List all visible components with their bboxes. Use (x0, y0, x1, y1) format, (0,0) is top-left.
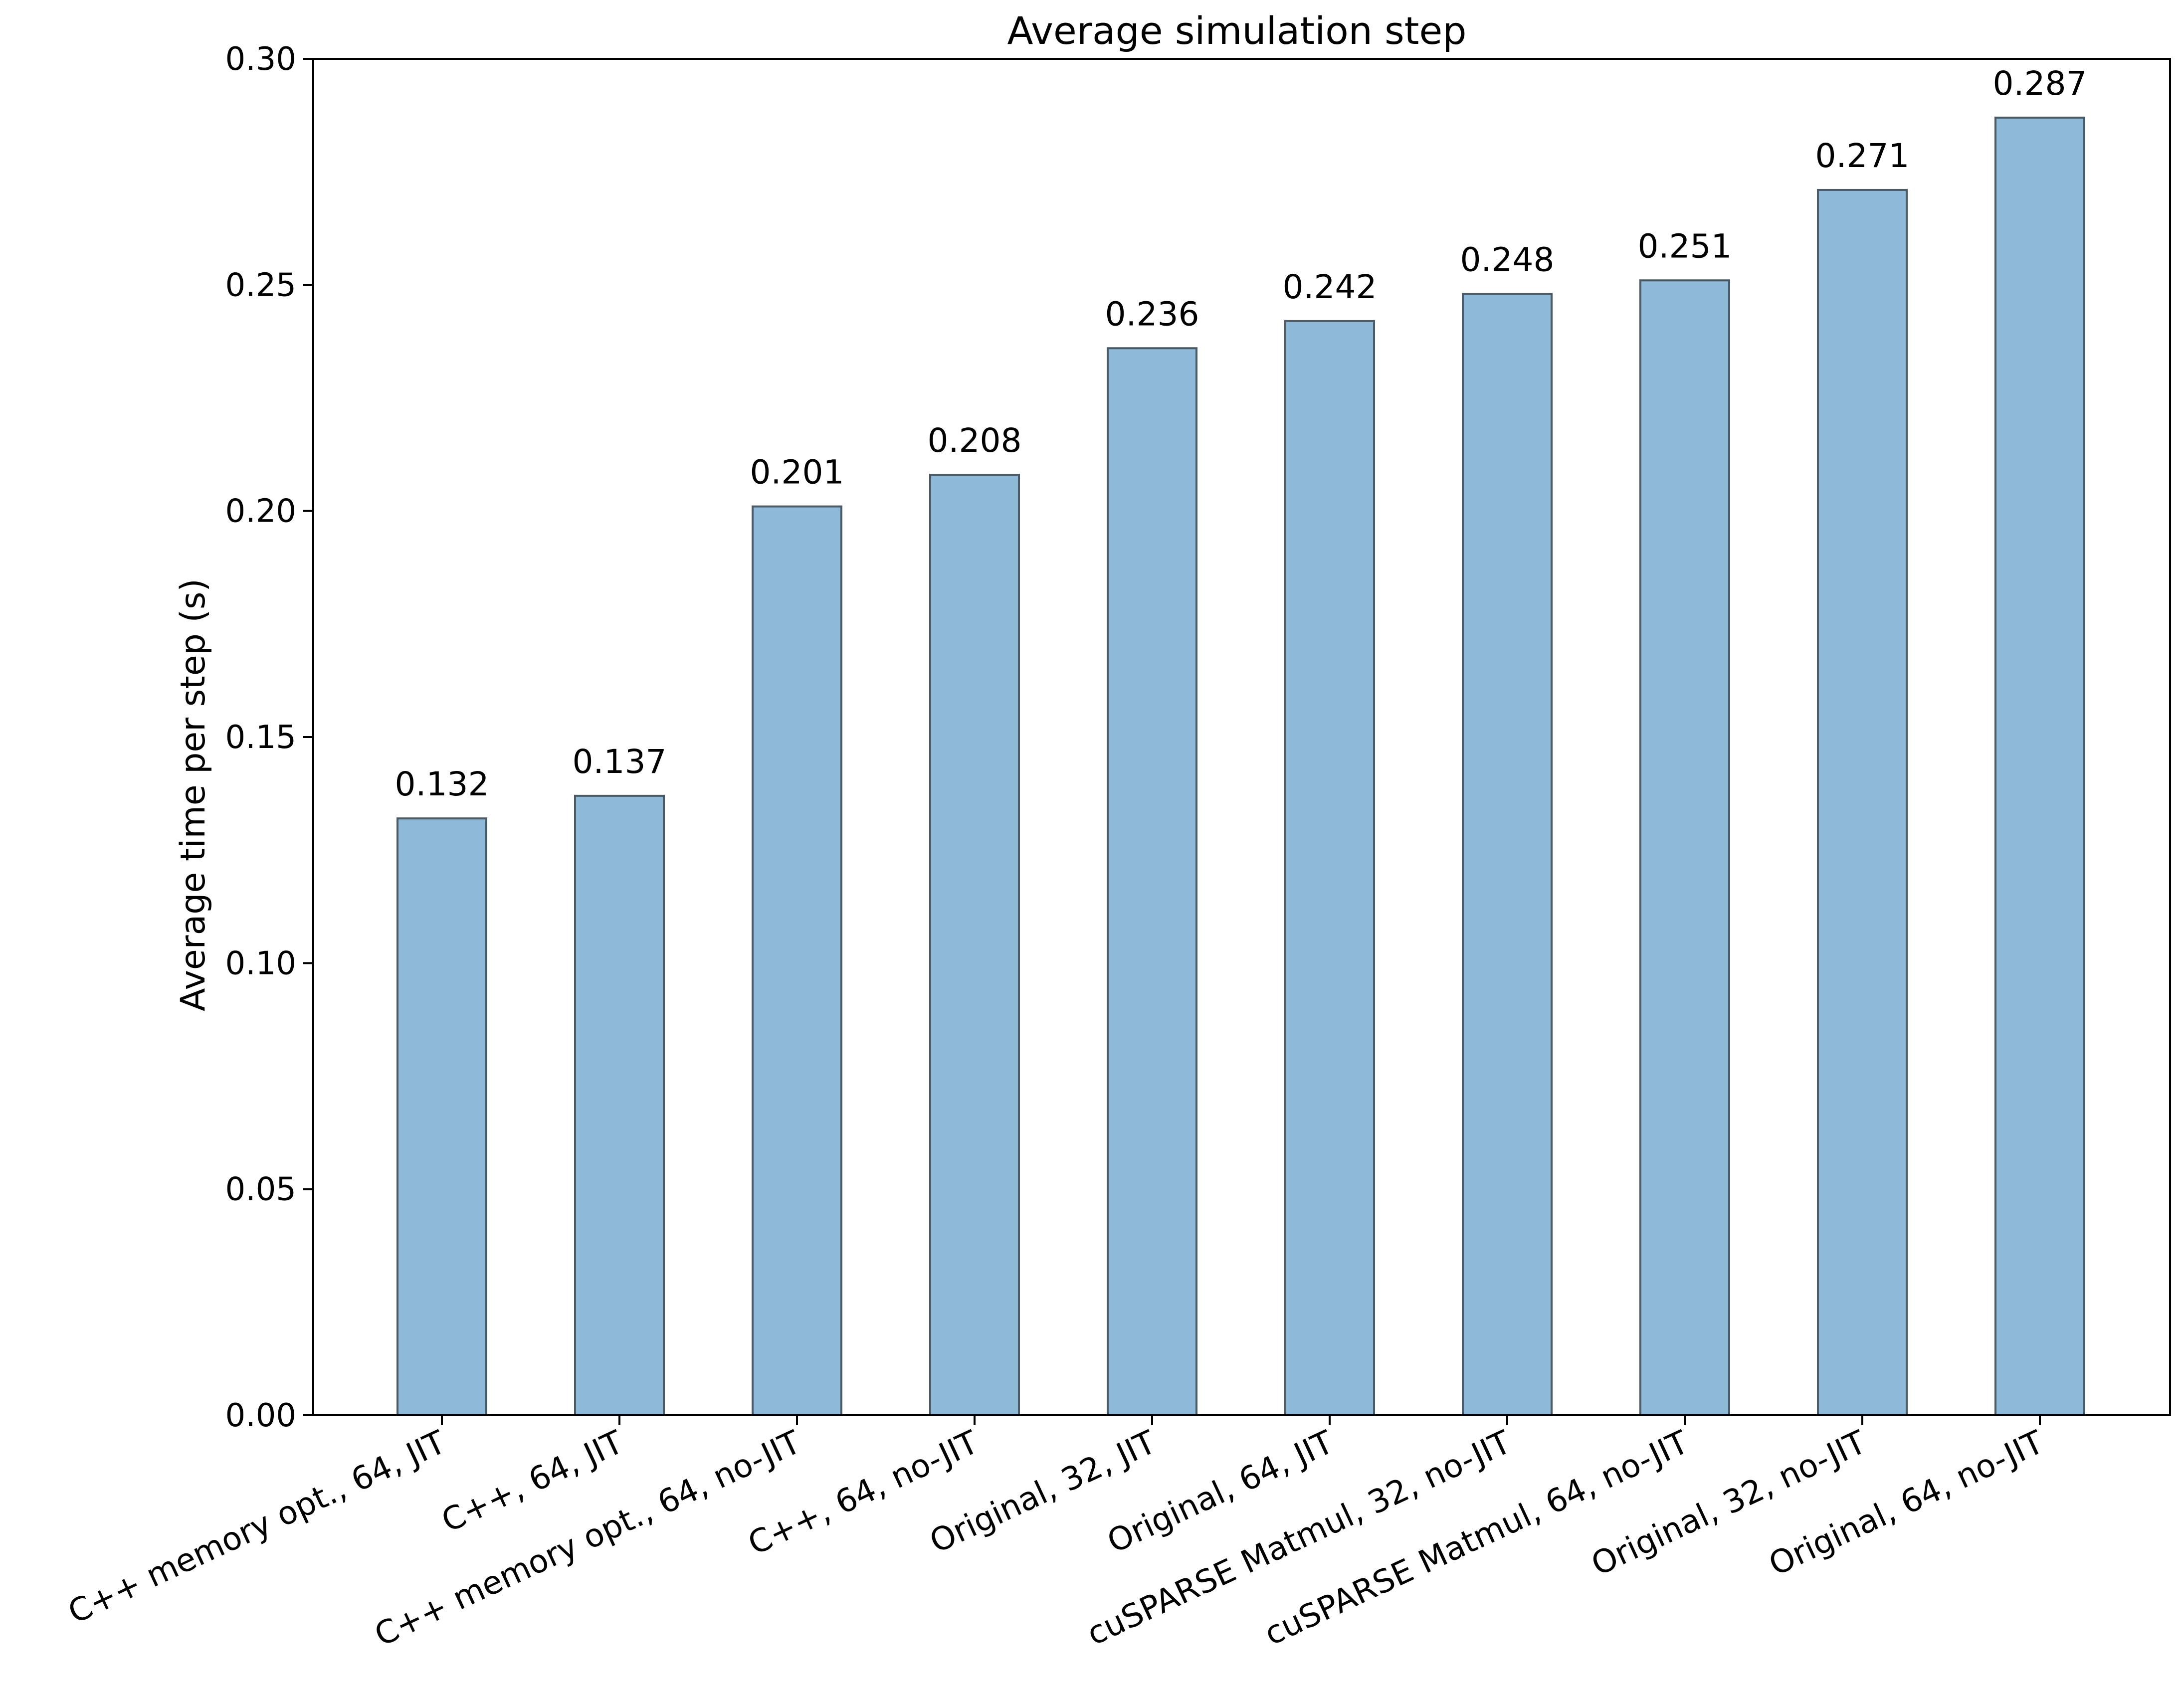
bar (752, 505, 842, 1416)
bar-value-label: 0.208 (928, 421, 1022, 460)
y-tick-label: 0.20 (225, 493, 297, 530)
bar (1817, 188, 1908, 1416)
y-tick-label: 0.15 (225, 719, 297, 756)
bar-value-label: 0.248 (1460, 240, 1555, 279)
bars-layer (397, 116, 2085, 1417)
bar (1462, 293, 1553, 1417)
data-labels-layer: 0.132 0.137 0.201 0.208 0.236 0.242 0.248 0.251… (395, 64, 2087, 803)
bar (1107, 347, 1197, 1417)
y-tick-label: 0.25 (225, 267, 297, 304)
bar (1284, 320, 1375, 1416)
bar-value-label: 0.132 (395, 765, 489, 803)
bar-value-label: 0.236 (1105, 295, 1199, 333)
y-tick-label: 0.00 (225, 1397, 297, 1434)
bar (1639, 279, 1730, 1417)
bar-value-label: 0.287 (1993, 64, 2087, 103)
y-tick-label: 0.10 (225, 945, 297, 982)
bar (397, 817, 487, 1416)
x-tick-label: C++ memory opt., 64, JIT (63, 1424, 452, 1631)
y-tick-label: 0.30 (225, 41, 297, 78)
bar-value-label: 0.251 (1638, 227, 1732, 265)
y-axis: 0.00 0.05 0.10 0.15 0.20 0.25 0.30 (225, 41, 313, 1434)
bar-value-label: 0.201 (750, 453, 844, 492)
bar (1994, 116, 2085, 1416)
bar (929, 474, 1020, 1417)
plot-frame (312, 58, 2171, 1416)
bar-value-label: 0.242 (1283, 268, 1377, 306)
chart-title: Average simulation step (1007, 8, 1467, 53)
y-axis-label: Average time per step (s) (174, 578, 213, 1011)
bar-value-label: 0.137 (573, 743, 667, 781)
bar (574, 794, 665, 1416)
bar-value-label: 0.271 (1815, 137, 1910, 175)
y-tick-label: 0.05 (225, 1171, 297, 1208)
